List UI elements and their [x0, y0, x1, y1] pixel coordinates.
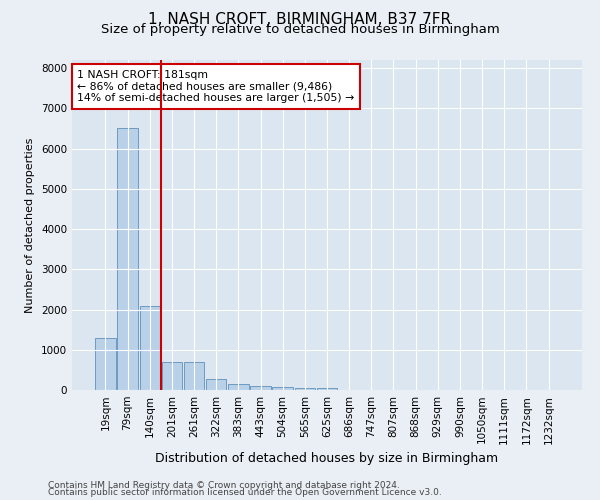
- Text: 1 NASH CROFT: 181sqm
← 86% of detached houses are smaller (9,486)
14% of semi-de: 1 NASH CROFT: 181sqm ← 86% of detached h…: [77, 70, 355, 103]
- Bar: [295, 388, 315, 390]
- Bar: [161, 362, 182, 390]
- Bar: [317, 388, 337, 390]
- X-axis label: Distribution of detached houses by size in Birmingham: Distribution of detached houses by size …: [155, 452, 499, 465]
- Bar: [118, 128, 138, 390]
- Text: Size of property relative to detached houses in Birmingham: Size of property relative to detached ho…: [101, 22, 499, 36]
- Bar: [228, 384, 248, 390]
- Bar: [95, 338, 116, 390]
- Bar: [140, 306, 160, 390]
- Text: Contains HM Land Registry data © Crown copyright and database right 2024.: Contains HM Land Registry data © Crown c…: [48, 480, 400, 490]
- Bar: [250, 386, 271, 390]
- Text: 1, NASH CROFT, BIRMINGHAM, B37 7FR: 1, NASH CROFT, BIRMINGHAM, B37 7FR: [148, 12, 452, 28]
- Bar: [184, 362, 204, 390]
- Bar: [272, 387, 293, 390]
- Bar: [206, 379, 226, 390]
- Y-axis label: Number of detached properties: Number of detached properties: [25, 138, 35, 312]
- Text: Contains public sector information licensed under the Open Government Licence v3: Contains public sector information licen…: [48, 488, 442, 497]
